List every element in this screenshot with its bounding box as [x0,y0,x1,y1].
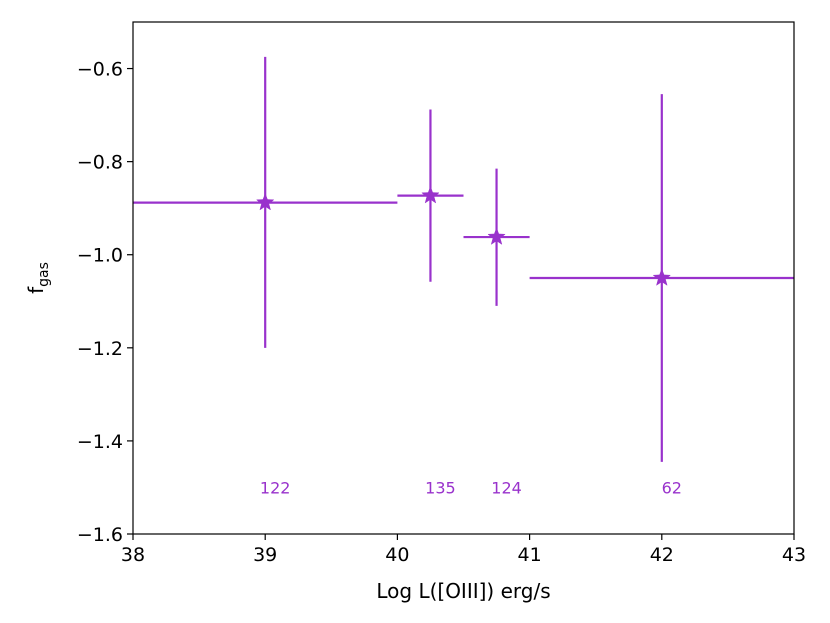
x-tick-label: 43 [782,544,806,566]
plot-frame [132,21,795,535]
x-tick-label: 40 [385,544,409,566]
data-point-star [421,185,440,204]
data-point-star [255,192,275,211]
y-tick-label: −1.0 [77,245,123,267]
count-label: 124 [491,478,522,497]
data-layer [133,56,794,462]
y-axis-label: fgas [24,262,52,294]
data-point-star [487,227,506,245]
y-axis-label-main: f [24,286,48,294]
x-tick-label: 39 [253,544,277,566]
y-axis-ticks: −1.6 −1.4 −1.2 −1.0 −0.8 −0.6 [77,59,133,546]
y-tick-label: −1.2 [77,338,123,360]
y-tick-label: −0.6 [77,59,123,81]
y-tick-label: −1.4 [77,431,123,453]
count-label: 122 [260,478,291,497]
x-axis-label: Log L([OIII]) erg/s [376,579,550,603]
x-tick-label: 41 [518,544,542,566]
y-tick-label: −1.6 [77,524,123,546]
count-annotations: 122 135 124 62 [260,478,682,497]
x-tick-label: 38 [121,544,145,566]
data-point-star [652,268,672,286]
x-tick-label: 42 [650,544,674,566]
x-axis-ticks: 38 39 40 41 42 43 [121,534,806,566]
count-label: 135 [425,478,456,497]
y-tick-label: −0.8 [77,152,123,174]
y-axis-label-subscript: gas [36,262,52,287]
count-label: 62 [662,478,682,497]
